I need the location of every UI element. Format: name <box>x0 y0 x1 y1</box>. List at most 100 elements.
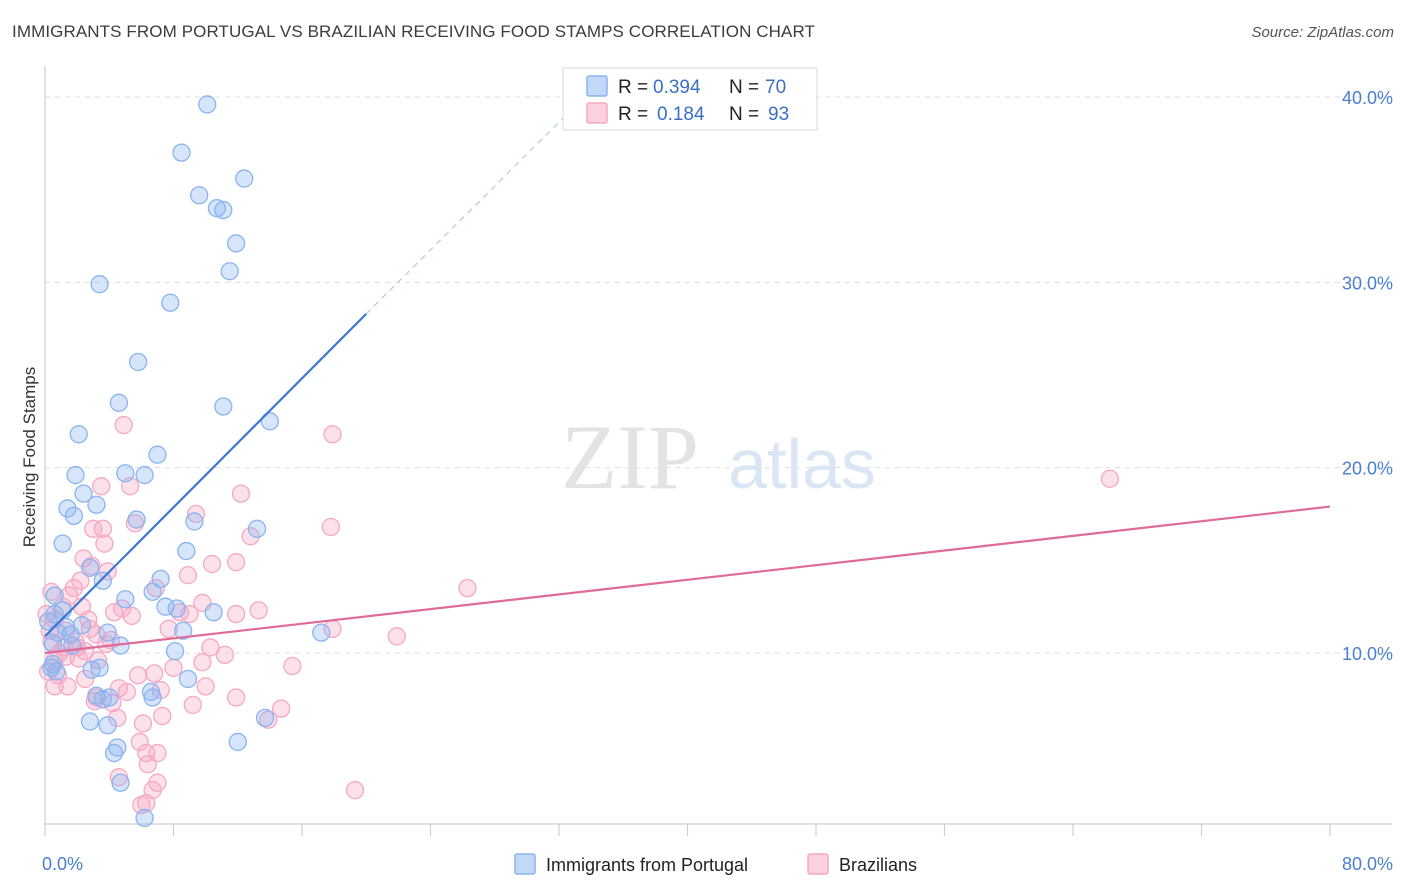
point-brazilian <box>129 666 148 685</box>
point-portugal <box>148 445 167 464</box>
point-brazilian <box>93 519 112 538</box>
trend-line-portugal <box>44 313 368 638</box>
point-portugal <box>45 604 64 624</box>
point-portugal <box>143 688 162 707</box>
point-brazilian <box>231 484 251 503</box>
bottom-legend: Immigrants from Portugal Brazilians <box>514 853 917 875</box>
point-portugal <box>111 773 130 792</box>
point-portugal <box>98 716 117 735</box>
top-legend-row-brazilians: R = 0.184 N = 93 <box>586 102 789 125</box>
axes <box>44 66 1392 836</box>
point-portugal <box>127 510 146 529</box>
point-brazilian <box>271 699 291 718</box>
point-brazilian <box>76 669 95 689</box>
legend-n-value: 70 <box>765 77 786 98</box>
point-portugal <box>116 590 135 609</box>
point-portugal <box>90 658 109 677</box>
legend-n-label: N = <box>729 104 759 125</box>
watermark-zip: ZIP <box>561 406 699 508</box>
y-tick-labels: 10.0% 20.0% 30.0% 40.0% <box>1342 88 1393 664</box>
point-portugal <box>173 621 193 640</box>
point-brazilian <box>215 645 235 665</box>
point-brazilian <box>114 415 133 435</box>
point-portugal <box>66 465 85 485</box>
point-portugal <box>207 199 227 218</box>
point-brazilian <box>159 619 178 639</box>
point-brazilian <box>58 677 77 696</box>
point-portugal <box>161 293 180 312</box>
trend-line-brazilians <box>44 505 1331 655</box>
y-axis-label: Receiving Food Stamps <box>20 367 39 547</box>
point-portugal <box>177 541 196 561</box>
point-portugal <box>255 708 275 728</box>
point-brazilian <box>164 658 183 677</box>
point-brazilian <box>138 755 157 774</box>
trend-line-portugal-extension <box>365 105 576 315</box>
chart-title: IMMIGRANTS FROM PORTUGAL VS BRAZILIAN RE… <box>12 22 816 41</box>
point-portugal <box>53 534 72 553</box>
bottom-legend-label-brazilians: Brazilians <box>839 855 917 875</box>
x-tick-labels: 0.0% 80.0% <box>42 854 1393 874</box>
point-brazilian <box>387 627 406 646</box>
point-portugal <box>156 597 175 616</box>
trend-lines <box>44 105 1331 655</box>
y-tick-label: 30.0% <box>1342 273 1393 293</box>
point-brazilian <box>178 566 198 585</box>
point-brazilian <box>108 708 127 728</box>
point-portugal <box>172 143 191 162</box>
point-portugal <box>98 623 117 642</box>
point-portugal <box>214 200 233 220</box>
point-brazilian <box>71 571 90 590</box>
point-portugal <box>93 690 112 709</box>
point-brazilian <box>1100 469 1120 488</box>
point-portugal <box>100 688 119 707</box>
point-portugal <box>64 506 84 526</box>
point-portugal <box>58 499 77 518</box>
point-portugal <box>93 571 112 590</box>
point-portugal <box>214 397 233 416</box>
point-portugal <box>116 464 135 483</box>
point-portugal <box>204 603 223 622</box>
x-tick-label: 80.0% <box>1342 854 1393 874</box>
point-brazilian <box>122 606 141 626</box>
point-brazilian <box>186 504 206 524</box>
point-brazilian <box>133 714 153 733</box>
y-tick-label: 10.0% <box>1342 644 1393 664</box>
point-portugal <box>235 169 254 188</box>
legend-n-label: N = <box>729 77 759 98</box>
point-brazilian <box>202 554 222 574</box>
point-portugal <box>165 641 185 661</box>
point-brazilian <box>321 517 341 537</box>
legend-swatch-brazilians <box>586 102 608 124</box>
point-brazilian <box>193 653 212 672</box>
point-portugal <box>143 582 162 601</box>
point-brazilian <box>98 562 117 581</box>
point-portugal <box>90 275 109 294</box>
top-legend: R = 0.394 N = 70 R = 0.184 N = 93 <box>562 67 818 131</box>
point-brazilian <box>88 651 108 670</box>
bottom-legend-swatch-brazilians <box>807 853 829 875</box>
point-brazilian <box>249 601 268 620</box>
point-brazilian <box>84 519 103 538</box>
point-portugal <box>228 732 247 752</box>
point-portugal <box>220 262 239 281</box>
legend-r-label: R = <box>618 77 648 98</box>
top-legend-row-portugal: R = 0.394 N = 70 <box>586 75 786 98</box>
bottom-legend-swatch-portugal <box>514 853 536 875</box>
legend-n-value: 93 <box>768 104 789 125</box>
point-portugal <box>185 512 204 531</box>
point-portugal <box>167 599 186 618</box>
point-portugal <box>74 484 93 503</box>
point-portugal <box>129 352 148 372</box>
point-portugal <box>178 669 198 689</box>
point-brazilian <box>226 688 246 707</box>
point-portugal <box>80 712 100 731</box>
point-brazilian <box>95 534 114 553</box>
point-portugal <box>45 586 64 605</box>
point-brazilian <box>183 695 202 715</box>
point-brazilian <box>345 780 365 800</box>
point-brazilian <box>323 425 342 444</box>
point-portugal <box>69 425 88 444</box>
legend-r-value: 0.184 <box>657 104 705 125</box>
